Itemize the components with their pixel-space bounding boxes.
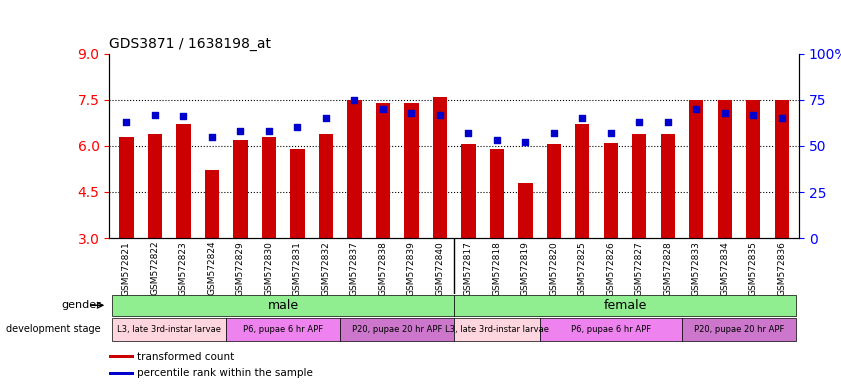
Text: GSM572821: GSM572821 — [122, 241, 131, 296]
Bar — [518, 183, 532, 238]
Text: GSM572823: GSM572823 — [179, 241, 188, 296]
Point — [262, 128, 276, 134]
Text: GSM572838: GSM572838 — [378, 241, 388, 296]
Bar — [717, 100, 732, 238]
FancyBboxPatch shape — [454, 318, 540, 341]
FancyBboxPatch shape — [454, 295, 796, 316]
Text: GSM572840: GSM572840 — [436, 241, 444, 296]
Point — [119, 119, 133, 125]
FancyBboxPatch shape — [682, 318, 796, 341]
Point — [547, 130, 561, 136]
Text: GSM572837: GSM572837 — [350, 241, 359, 296]
Bar — [262, 137, 276, 238]
Bar — [690, 100, 703, 238]
Point — [376, 106, 389, 112]
Bar — [604, 143, 618, 238]
Text: GSM572836: GSM572836 — [777, 241, 786, 296]
Text: GSM572825: GSM572825 — [578, 241, 587, 296]
Point — [604, 130, 617, 136]
Bar — [347, 100, 362, 238]
Text: development stage: development stage — [6, 324, 101, 334]
FancyBboxPatch shape — [112, 318, 226, 341]
Bar — [433, 97, 447, 238]
Text: GSM572832: GSM572832 — [321, 241, 331, 296]
Text: GSM572822: GSM572822 — [151, 241, 160, 296]
FancyBboxPatch shape — [112, 295, 454, 316]
Bar — [290, 149, 304, 238]
Point — [320, 115, 333, 121]
Bar — [148, 134, 162, 238]
Text: GSM572829: GSM572829 — [236, 241, 245, 296]
Bar — [746, 100, 760, 238]
Point — [747, 111, 760, 118]
Point — [347, 97, 361, 103]
Text: L3, late 3rd-instar larvae: L3, late 3rd-instar larvae — [117, 325, 221, 334]
Point — [519, 139, 532, 145]
Bar — [376, 103, 390, 238]
Bar — [319, 134, 333, 238]
Text: GSM572835: GSM572835 — [748, 241, 758, 296]
Text: percentile rank within the sample: percentile rank within the sample — [137, 368, 313, 379]
Text: GSM572817: GSM572817 — [464, 241, 473, 296]
Text: P6, pupae 6 hr APF: P6, pupae 6 hr APF — [243, 325, 323, 334]
Bar — [405, 103, 419, 238]
Bar — [775, 100, 789, 238]
Bar — [109, 355, 135, 358]
Text: female: female — [604, 299, 647, 312]
Text: GSM572819: GSM572819 — [521, 241, 530, 296]
Bar — [109, 372, 135, 375]
Point — [291, 124, 304, 131]
Text: GSM572830: GSM572830 — [264, 241, 273, 296]
Text: P6, pupae 6 hr APF: P6, pupae 6 hr APF — [571, 325, 651, 334]
Bar — [575, 124, 590, 238]
Point — [718, 110, 732, 116]
Point — [148, 111, 161, 118]
Text: GSM572824: GSM572824 — [208, 241, 216, 296]
Bar — [547, 144, 561, 238]
Text: GSM572833: GSM572833 — [692, 241, 701, 296]
FancyBboxPatch shape — [540, 318, 682, 341]
Bar — [177, 124, 191, 238]
Text: L3, late 3rd-instar larvae: L3, late 3rd-instar larvae — [445, 325, 549, 334]
Point — [433, 111, 447, 118]
Text: GSM572826: GSM572826 — [606, 241, 616, 296]
Point — [775, 115, 789, 121]
Point — [234, 128, 247, 134]
Text: GSM572818: GSM572818 — [492, 241, 501, 296]
Text: GSM572820: GSM572820 — [549, 241, 558, 296]
Text: GSM572831: GSM572831 — [293, 241, 302, 296]
Text: P20, pupae 20 hr APF: P20, pupae 20 hr APF — [352, 325, 442, 334]
FancyBboxPatch shape — [340, 318, 454, 341]
FancyBboxPatch shape — [226, 318, 340, 341]
Text: GSM572834: GSM572834 — [721, 241, 729, 296]
Text: GDS3871 / 1638198_at: GDS3871 / 1638198_at — [109, 37, 272, 51]
Point — [205, 134, 219, 140]
Text: male: male — [267, 299, 299, 312]
Point — [575, 115, 589, 121]
Text: GSM572828: GSM572828 — [664, 241, 672, 296]
Point — [405, 110, 418, 116]
Text: P20, pupae 20 hr APF: P20, pupae 20 hr APF — [694, 325, 785, 334]
Bar — [119, 137, 134, 238]
Point — [462, 130, 475, 136]
Bar — [661, 134, 675, 238]
Point — [490, 137, 504, 144]
Bar — [489, 149, 504, 238]
Text: transformed count: transformed count — [137, 351, 234, 362]
Point — [177, 113, 190, 119]
Bar — [205, 170, 219, 238]
Text: GSM572839: GSM572839 — [407, 241, 416, 296]
Bar — [461, 144, 475, 238]
Point — [690, 106, 703, 112]
Bar — [233, 140, 247, 238]
Point — [661, 119, 674, 125]
Text: GSM572827: GSM572827 — [635, 241, 644, 296]
Bar — [632, 134, 647, 238]
Point — [632, 119, 646, 125]
Text: gender: gender — [61, 300, 101, 310]
